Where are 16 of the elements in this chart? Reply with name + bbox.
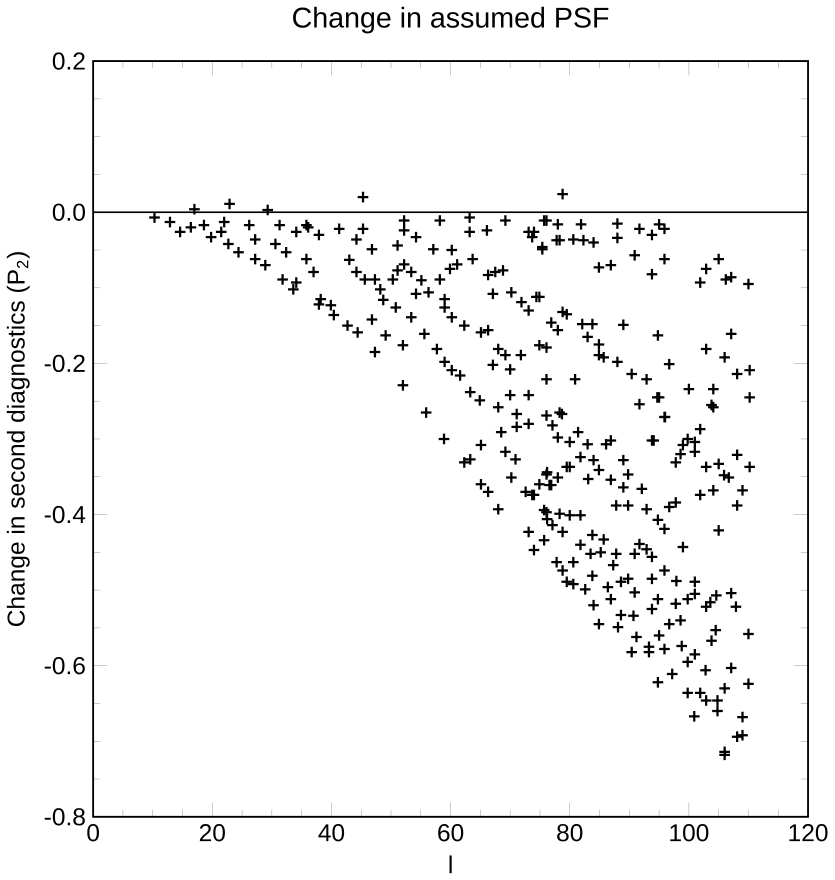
x-tick-label: 0 bbox=[87, 824, 99, 842]
x-tick-label: 120 bbox=[789, 824, 828, 842]
y-tick-label: -0.4 bbox=[44, 506, 86, 524]
x-tick-label: 100 bbox=[670, 824, 708, 842]
y-tick-label: -0.8 bbox=[44, 808, 85, 826]
y-tick-label: 0.2 bbox=[52, 52, 85, 70]
chart-title: Change in assumed PSF bbox=[292, 6, 608, 34]
x-tick-label: 40 bbox=[318, 824, 344, 842]
y-tick-label: 0.0 bbox=[52, 204, 85, 221]
y-tick-label: -0.2 bbox=[44, 354, 85, 372]
x-axis-title: l bbox=[449, 855, 452, 874]
x-tick-label: 60 bbox=[438, 824, 464, 842]
y-tick-label: -0.6 bbox=[44, 657, 85, 674]
y-axis-title: Change in second diagnostics (P$_{2}$) bbox=[6, 252, 30, 626]
x-tick-label: 20 bbox=[200, 824, 225, 842]
x-tick-label: 80 bbox=[557, 824, 582, 842]
